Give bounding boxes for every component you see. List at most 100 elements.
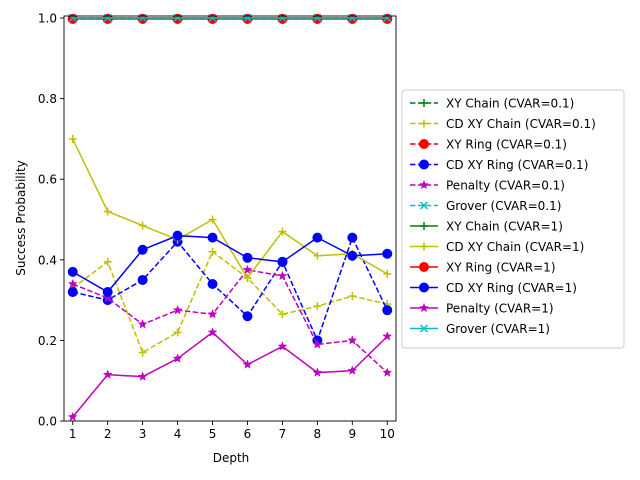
legend-item-6: XY Chain (CVAR=1) xyxy=(410,220,563,234)
legend-marker xyxy=(419,179,429,190)
data-point xyxy=(138,221,147,230)
legend-item-11: Grover (CVAR=1) xyxy=(410,322,550,336)
data-point xyxy=(277,256,288,267)
data-point xyxy=(207,278,218,289)
data-point xyxy=(207,232,218,243)
data-point xyxy=(208,215,217,224)
data-point xyxy=(207,327,218,337)
data-point xyxy=(242,359,253,369)
legend-label: CD XY Chain (CVAR=1) xyxy=(446,240,584,254)
data-point xyxy=(208,247,217,256)
x-tick-label: 8 xyxy=(314,427,322,441)
data-point xyxy=(278,310,287,319)
legend-marker xyxy=(419,139,429,149)
legend-label: XY Chain (CVAR=1) xyxy=(446,220,563,234)
x-tick-label: 6 xyxy=(244,427,252,441)
data-point xyxy=(172,353,183,363)
data-point xyxy=(102,292,113,303)
data-point xyxy=(67,287,78,298)
legend-marker xyxy=(420,99,428,107)
legend-label: Grover (CVAR=1) xyxy=(446,322,550,336)
legend-item-3: CD XY Ring (CVAR=0.1) xyxy=(410,158,588,172)
data-point xyxy=(103,207,112,216)
data-point xyxy=(103,257,112,266)
legend-marker xyxy=(419,302,429,313)
data-point xyxy=(382,367,393,377)
series-4 xyxy=(67,264,393,377)
data-point xyxy=(382,305,393,316)
data-point xyxy=(137,244,148,255)
x-tick-label: 7 xyxy=(279,427,287,441)
series-line xyxy=(72,236,388,342)
legend-marker xyxy=(420,119,428,128)
legend-item-2: XY Ring (CVAR=0.1) xyxy=(410,138,567,152)
data-point xyxy=(312,232,323,243)
y-tick-label: 0.0 xyxy=(38,415,57,429)
series-line xyxy=(72,331,388,418)
legend-label: Penalty (CVAR=1) xyxy=(446,302,554,316)
legend-label: XY Ring (CVAR=0.1) xyxy=(446,138,567,152)
y-axis-label: Success Probability xyxy=(14,160,28,276)
legend-item-0: XY Chain (CVAR=0.1) xyxy=(410,97,574,111)
legend-box xyxy=(401,89,625,349)
data-point xyxy=(243,273,252,282)
legend-item-1: CD XY Chain (CVAR=0.1) xyxy=(410,117,596,131)
x-tick-label: 5 xyxy=(209,427,217,441)
legend-marker xyxy=(419,262,429,272)
legend-label: CD XY Ring (CVAR=0.1) xyxy=(446,158,588,172)
data-point xyxy=(102,369,113,379)
data-point xyxy=(137,371,148,381)
data-point xyxy=(278,227,287,236)
data-point xyxy=(312,339,323,349)
data-point xyxy=(207,309,218,319)
legend-label: Grover (CVAR=0.1) xyxy=(446,199,561,213)
series-10 xyxy=(67,327,393,421)
series-line xyxy=(72,138,388,279)
y-tick-label: 1.0 xyxy=(38,12,57,26)
legend-marker xyxy=(419,201,429,210)
legend-label: Penalty (CVAR=0.1) xyxy=(446,179,565,193)
series-line xyxy=(72,234,388,293)
data-point xyxy=(67,266,78,277)
data-point xyxy=(173,328,182,337)
data-point xyxy=(277,270,288,281)
data-point xyxy=(242,311,253,322)
legend-marker xyxy=(419,282,429,293)
data-point xyxy=(312,367,323,377)
data-point xyxy=(383,269,392,278)
series-9 xyxy=(67,230,393,298)
data-point xyxy=(137,274,148,285)
data-point xyxy=(277,341,288,351)
legend-label: CD XY Chain (CVAR=0.1) xyxy=(446,117,596,131)
legend-item-7: CD XY Chain (CVAR=1) xyxy=(410,240,584,254)
legend-marker xyxy=(419,159,429,170)
data-point xyxy=(242,252,253,263)
legend-item-10: Penalty (CVAR=1) xyxy=(410,302,554,316)
y-tick-label: 0.6 xyxy=(38,173,57,187)
x-tick-label: 1 xyxy=(69,427,77,441)
data-point xyxy=(102,287,113,298)
y-tick-label: 0.8 xyxy=(38,92,57,106)
data-point xyxy=(138,348,147,357)
data-point xyxy=(348,292,357,301)
data-point xyxy=(382,331,393,341)
legend-item-9: CD XY Ring (CVAR=1) xyxy=(410,281,577,295)
x-axis-label: Depth xyxy=(213,451,250,465)
x-tick-label: 4 xyxy=(174,427,182,441)
data-point xyxy=(68,134,77,143)
x-tick-label: 3 xyxy=(139,427,147,441)
legend-label: XY Ring (CVAR=1) xyxy=(446,261,556,275)
data-point xyxy=(347,365,358,375)
x-tick-label: 10 xyxy=(380,427,395,441)
legend-label: XY Chain (CVAR=0.1) xyxy=(446,97,574,111)
data-point xyxy=(242,264,253,275)
data-point xyxy=(347,232,358,243)
data-point xyxy=(67,278,78,289)
legend-marker xyxy=(420,222,428,230)
x-axis: 1 2 3 4 5 6 7 8 9 10 xyxy=(63,15,397,441)
data-point xyxy=(313,302,322,311)
data-point xyxy=(172,230,183,241)
data-point xyxy=(347,335,358,345)
data-point xyxy=(67,411,78,421)
